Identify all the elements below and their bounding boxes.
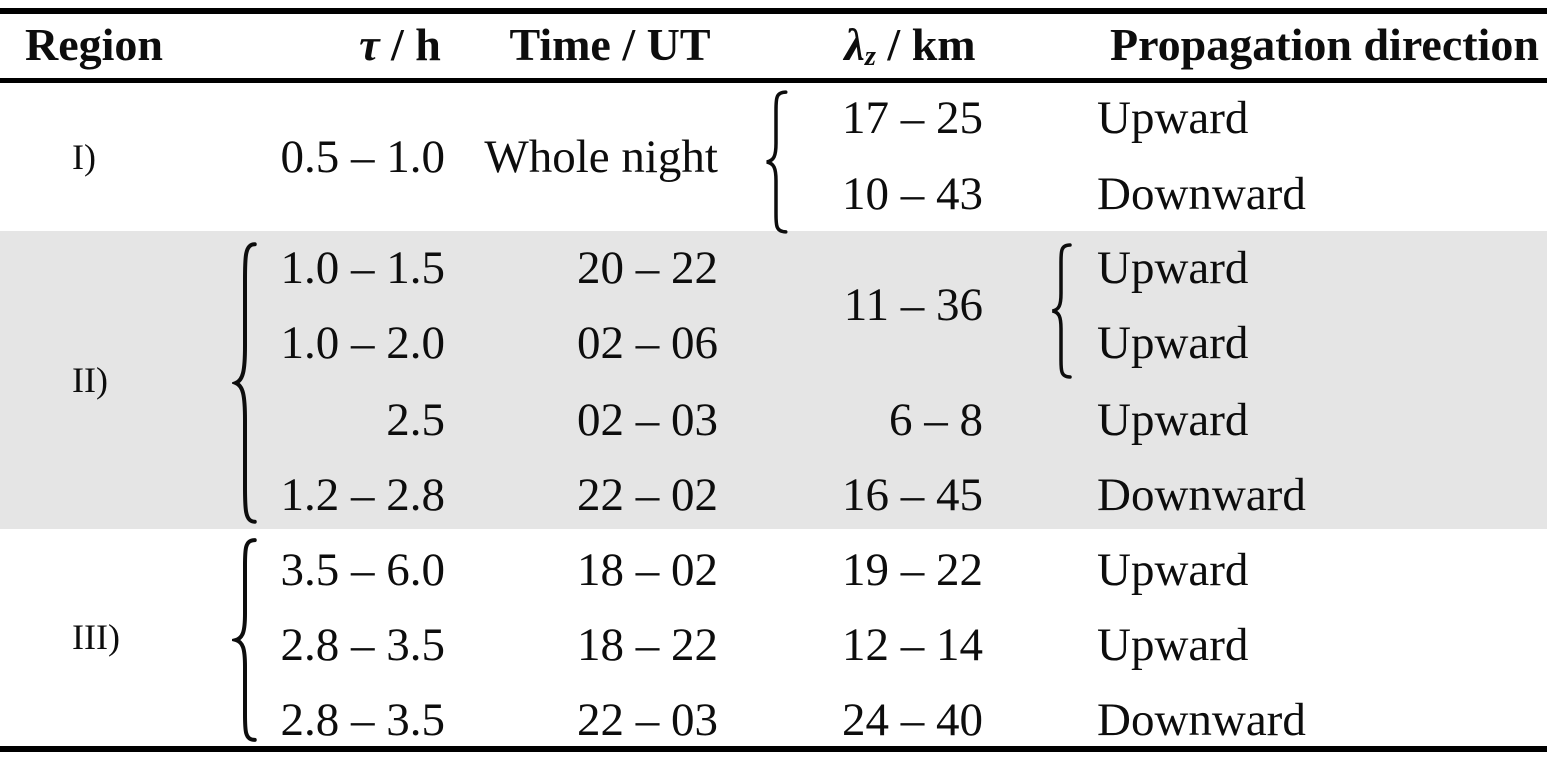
column-header-time: Time / UT xyxy=(509,19,711,70)
direction-value: Downward xyxy=(1097,168,1306,220)
top-rule xyxy=(0,8,1547,14)
brace-left-icon xyxy=(1049,243,1073,379)
direction-value: Upward xyxy=(1097,242,1249,294)
region-label-iii: III) xyxy=(72,617,120,657)
tau-value: 1.2 – 2.8 xyxy=(280,469,446,521)
bottom-rule xyxy=(0,746,1547,752)
column-header-direction: Propagation direction xyxy=(1110,19,1539,70)
lambda-value: 10 – 43 xyxy=(842,168,983,220)
direction-value: Upward xyxy=(1097,394,1249,446)
direction-value: Upward xyxy=(1097,317,1249,369)
column-header-region: Region xyxy=(25,19,163,70)
direction-value: Upward xyxy=(1097,544,1249,596)
lambda-symbol: λ xyxy=(844,19,865,70)
tau-value: 2.8 – 3.5 xyxy=(280,619,446,671)
time-value: 20 – 22 xyxy=(577,242,718,294)
tau-value: 0.5 – 1.0 xyxy=(280,131,446,183)
time-value: 22 – 03 xyxy=(577,694,718,746)
lambda-value: 6 – 8 xyxy=(889,394,983,446)
direction-value: Downward xyxy=(1097,469,1306,521)
lambda-value: 17 – 25 xyxy=(842,92,983,144)
direction-value: Upward xyxy=(1097,619,1249,671)
time-value: Whole night xyxy=(484,131,718,183)
header-rule xyxy=(0,78,1547,83)
time-value: 18 – 22 xyxy=(577,619,718,671)
time-value: 02 – 06 xyxy=(577,317,718,369)
lambda-subscript: z xyxy=(864,41,876,73)
time-value: 22 – 02 xyxy=(577,469,718,521)
tau-value: 2.8 – 3.5 xyxy=(280,694,446,746)
lambda-value: 24 – 40 xyxy=(842,694,983,746)
brace-left-icon xyxy=(232,537,258,743)
tau-value: 1.0 – 1.5 xyxy=(280,242,446,294)
region-label-i: I) xyxy=(72,137,96,177)
lambda-value: 12 – 14 xyxy=(842,619,983,671)
direction-value: Upward xyxy=(1097,92,1249,144)
region-ii-shaded-band xyxy=(0,231,1547,529)
brace-left-icon xyxy=(763,90,789,234)
tau-unit: / h xyxy=(379,19,441,70)
lambda-value: 19 – 22 xyxy=(842,544,983,596)
lambda-value: 16 – 45 xyxy=(842,469,983,521)
lambda-value-shared: 11 – 36 xyxy=(843,279,983,331)
time-value: 02 – 03 xyxy=(577,394,718,446)
tau-value: 3.5 – 6.0 xyxy=(280,544,446,596)
direction-value: Downward xyxy=(1097,694,1306,746)
tau-symbol: τ xyxy=(359,19,380,70)
time-value: 18 – 02 xyxy=(577,544,718,596)
lambda-unit: / km xyxy=(875,19,976,70)
brace-left-icon xyxy=(232,240,258,526)
tau-value: 1.0 – 2.0 xyxy=(280,317,446,369)
tau-value: 2.5 xyxy=(386,394,445,446)
region-label-ii: II) xyxy=(72,360,108,400)
column-header-lambda: λz / km xyxy=(800,19,1020,73)
column-header-tau: τ / h xyxy=(320,20,480,70)
